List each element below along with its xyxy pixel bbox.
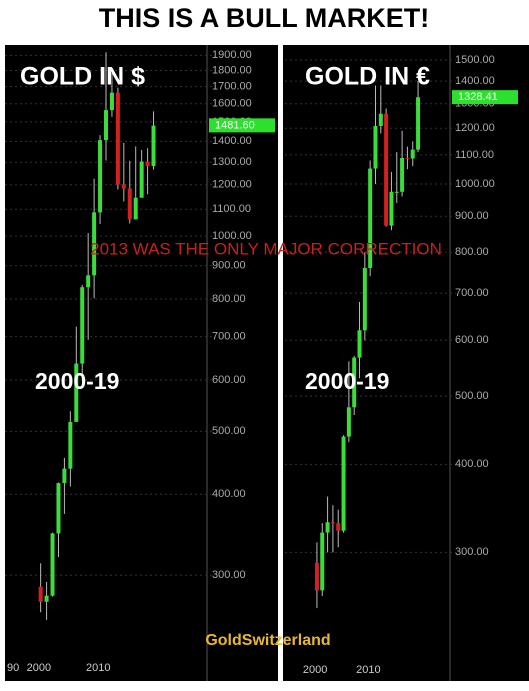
annotation: 2013 WAS THE ONLY MAJOR CORRECTION [90,239,442,258]
candle-body [151,125,156,167]
candle-body [405,157,410,159]
candle-body [98,140,103,213]
y-tick-label: 1600.00 [212,98,252,110]
y-tick-label: 1000.00 [212,230,252,242]
chart-subtitle: 2000-19 [305,368,389,394]
candle-body [346,407,351,437]
y-tick-label: 1700.00 [212,81,252,93]
y-tick-label: 800.00 [455,246,489,258]
candle-body [416,97,421,150]
y-tick-label: 1800.00 [212,64,252,76]
last-price-label: 1328.41 [458,91,498,103]
y-tick-label: 400.00 [455,458,489,470]
candle-body [80,287,85,364]
y-tick-label: 300.00 [212,569,246,581]
y-tick-label: 300.00 [455,546,489,558]
candle-body [384,113,389,226]
candle-body [68,421,73,469]
candle-body [378,113,383,126]
y-tick-label: 800.00 [212,293,246,305]
x-tick-label: 2000 [303,664,327,676]
y-tick-label: 700.00 [212,330,246,342]
candle-body [74,363,79,422]
y-tick-label: 600.00 [212,374,246,386]
candle-body [44,595,49,602]
page-title: THIS IS A BULL MARKET! [99,3,430,33]
candle-body [325,522,330,533]
x-tick-label: 90 [7,662,19,674]
y-tick-label: 1200.00 [212,179,252,191]
x-tick-label: 2010 [86,662,110,674]
candle-body [139,161,144,198]
candle-body [373,125,378,169]
candle-body [38,586,43,602]
y-tick-label: 700.00 [455,287,489,299]
panel-right [283,45,529,681]
candle-body [50,533,55,596]
candle-body [121,184,126,189]
candle-body [368,168,373,268]
candle-body [115,92,120,185]
candle-body [133,197,138,220]
candle-body [127,188,132,220]
y-tick-label: 1900.00 [212,49,252,61]
y-tick-label: 1100.00 [455,149,494,161]
y-tick-label: 900.00 [212,260,246,272]
candle-body [400,157,405,192]
y-tick-label: 1200.00 [455,122,495,134]
candle-body [86,275,91,288]
candle-body [336,523,341,531]
candle-body [341,436,346,531]
candle-body [109,92,114,111]
y-tick-label: 500.00 [212,425,246,437]
y-tick-label: 400.00 [212,488,246,500]
candle-body [410,149,415,159]
candle-body [314,562,319,591]
candle-body [362,267,367,331]
candle-body [389,191,394,226]
last-price-box [452,90,518,105]
candle-body [62,468,67,484]
candle-body [352,357,357,408]
y-tick-label: 500.00 [455,390,489,402]
watermark: GoldSwitzerland [205,632,330,649]
candle-body [394,191,399,193]
y-tick-label: 1100.00 [212,203,251,215]
candle-body [56,483,61,534]
y-tick-label: 600.00 [455,334,489,346]
x-tick-label: 2000 [27,662,51,674]
candle-body [92,212,97,276]
x-tick-label: 2010 [356,664,380,676]
candle-body [320,532,325,591]
y-tick-label: 1000.00 [455,178,495,190]
chart-title: GOLD IN € [305,63,430,91]
chart-title: GOLD IN $ [20,63,145,91]
candle-body [104,110,108,141]
last-price-label: 1481.60 [215,119,255,131]
y-tick-label: 1300.00 [212,156,252,168]
y-tick-label: 1400.00 [455,75,495,87]
y-tick-label: 1500.00 [455,54,495,66]
candle-body [357,330,362,358]
last-price-box [209,118,275,133]
candle-body [145,161,150,167]
candle-body [330,522,335,524]
y-tick-label: 900.00 [455,210,489,222]
chart-subtitle: 2000-19 [35,368,119,394]
y-tick-label: 1400.00 [212,135,252,147]
